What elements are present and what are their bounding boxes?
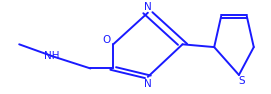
Text: N: N: [144, 79, 152, 89]
Text: S: S: [238, 76, 245, 86]
Text: N: N: [144, 2, 152, 12]
Text: NH: NH: [44, 51, 59, 61]
Text: O: O: [102, 35, 111, 45]
